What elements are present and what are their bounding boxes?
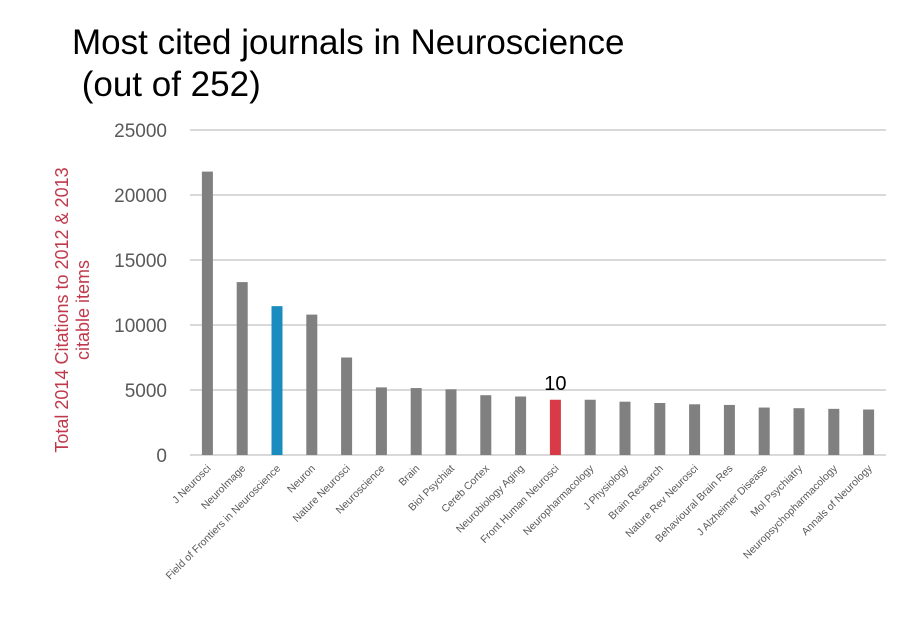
bar: [758, 407, 770, 455]
y-tick-label: 25000: [114, 121, 167, 142]
bar: [584, 399, 596, 455]
bar: [549, 399, 561, 455]
title-line-1: Most cited journals in Neuroscience: [72, 23, 625, 62]
x-tick-label: Brain: [397, 463, 423, 489]
bar: [271, 306, 283, 455]
bars: [201, 171, 875, 455]
bar: [863, 409, 875, 455]
bar: [619, 401, 631, 455]
x-tick-label: Neuron: [285, 463, 318, 496]
bar: [828, 408, 840, 455]
chart-title: Most cited journals in Neuroscience (out…: [72, 22, 624, 106]
bar: [236, 282, 248, 455]
bar: [480, 395, 492, 455]
bar: [654, 403, 666, 455]
bar: [306, 314, 318, 455]
bar: [723, 404, 735, 455]
y-tick-label: 5000: [125, 381, 167, 402]
bar: [515, 396, 527, 455]
bar: [201, 171, 213, 455]
bar: [375, 387, 387, 455]
bar: [410, 388, 422, 455]
y-tick-label: 0: [156, 446, 167, 467]
bar: [445, 389, 457, 455]
y-tick-label: 20000: [114, 186, 167, 207]
y-tick-label: 10000: [114, 316, 167, 337]
annotations: 10: [544, 373, 566, 395]
y-tick-label: 15000: [114, 251, 167, 272]
bar: [341, 357, 353, 455]
bar: [793, 408, 805, 455]
title-line-2: (out of 252): [72, 65, 261, 104]
gridlines: [190, 129, 886, 456]
data-annotation: 10: [544, 373, 566, 395]
y-axis-ticks: 0 5000 10000 15000 20000 25000: [114, 121, 167, 467]
bar: [689, 404, 701, 455]
